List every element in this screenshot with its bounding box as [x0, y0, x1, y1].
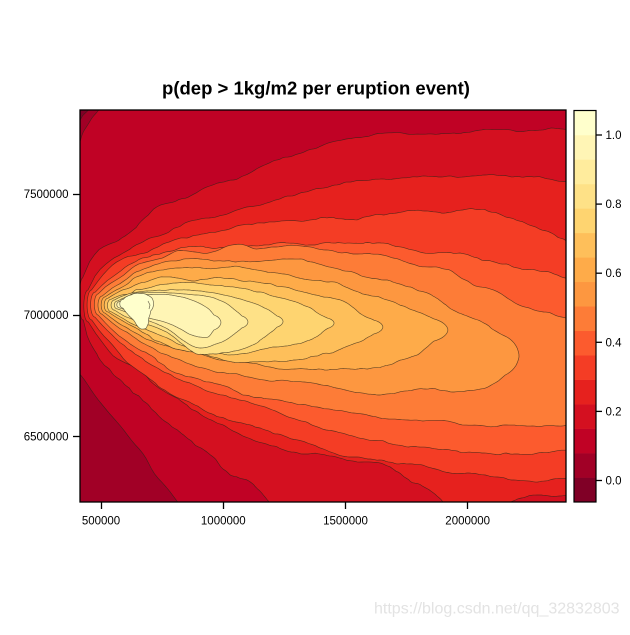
- svg-text:0.0: 0.0: [606, 476, 622, 488]
- svg-text:6500000: 6500000: [24, 431, 69, 443]
- svg-text:7500000: 7500000: [24, 189, 69, 201]
- svg-text:1000000: 1000000: [201, 516, 246, 528]
- svg-text:500000: 500000: [82, 516, 120, 528]
- svg-text:1500000: 1500000: [323, 516, 368, 528]
- svg-text:https://blog.csdn.net/qq_32832: https://blog.csdn.net/qq_32832803: [374, 601, 620, 618]
- svg-text:7000000: 7000000: [24, 310, 69, 322]
- svg-text:p(dep > 1kg/m2 per eruption ev: p(dep > 1kg/m2 per eruption event): [162, 78, 470, 99]
- svg-text:0.8: 0.8: [606, 199, 622, 211]
- svg-text:0.4: 0.4: [606, 337, 623, 349]
- svg-text:2000000: 2000000: [445, 516, 490, 528]
- svg-text:0.6: 0.6: [606, 268, 622, 280]
- svg-text:1.0: 1.0: [606, 130, 622, 142]
- svg-text:0.2: 0.2: [606, 406, 622, 418]
